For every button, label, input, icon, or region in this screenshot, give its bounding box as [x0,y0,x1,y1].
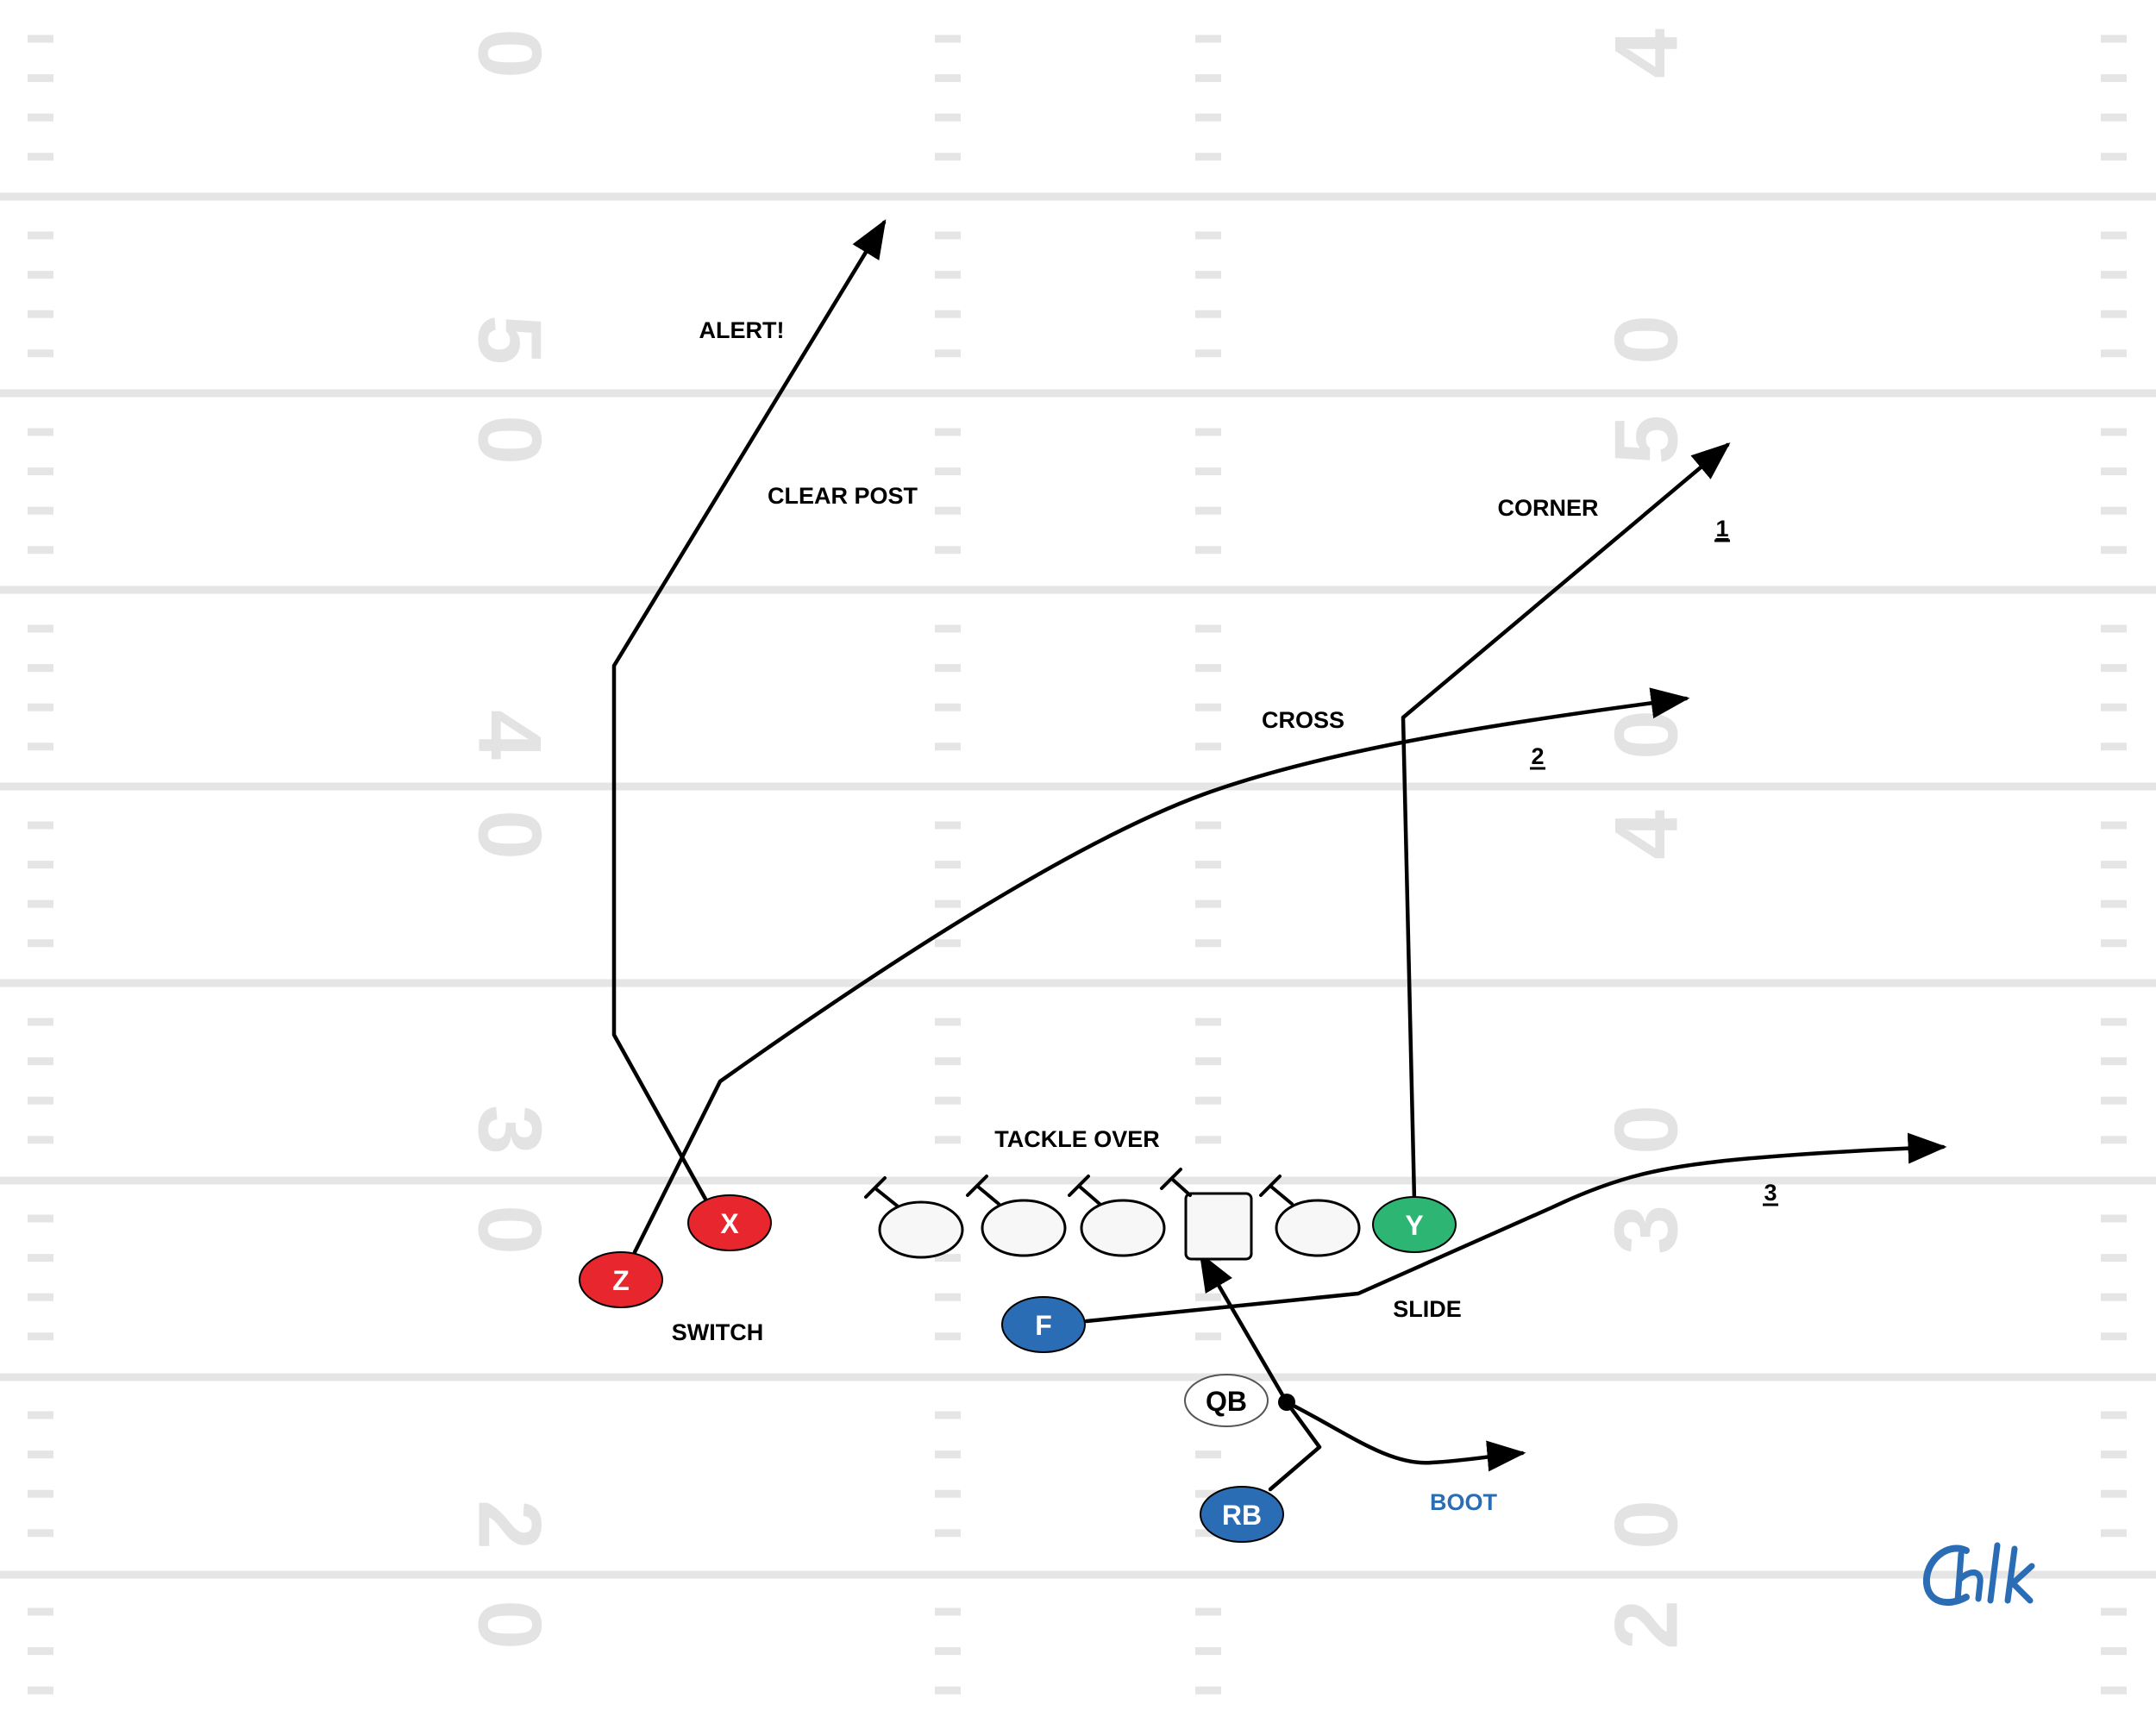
yard-number: 0 [1596,315,1696,365]
yard-number: 0 [1596,710,1696,760]
player-rb-marker [1200,1486,1284,1543]
yard-number: 0 [460,1600,560,1650]
progression-reads: 1 2 3 [1530,516,1778,1206]
player-y[interactable]: Y [1372,1196,1457,1253]
yard-lines [0,192,2156,1579]
player-qb-label: QB [1206,1386,1247,1417]
yard-number: 2 [460,1500,560,1550]
routes [611,219,1947,1492]
yard-number: 4 [1596,28,1696,78]
label-boot: BOOT [1430,1489,1498,1515]
label-tackle-over: TACKLE OVER [994,1126,1160,1152]
player-z[interactable]: Z [579,1251,663,1308]
player-z-marker [579,1251,663,1308]
player-y-label: Y [1405,1210,1423,1241]
player-rb[interactable]: RB [1200,1486,1284,1543]
player-rb-label: RB [1222,1500,1262,1531]
offensive-line [864,1168,1361,1261]
player-x[interactable]: X [687,1194,772,1251]
read-1: 1 [1715,516,1728,542]
yard-number: 0 [460,1205,560,1255]
route-f-slide [1084,1132,1947,1324]
player-qb-marker [1184,1374,1269,1427]
hash-marks [28,34,2127,1695]
lineman-left-tackle [878,1200,964,1259]
center-square [1184,1192,1253,1261]
yard-number: 0 [460,415,560,465]
read-2: 2 [1531,743,1544,769]
route-x-clear-post [611,219,887,1205]
lineman-left-tackle-over [1080,1199,1166,1257]
block-mark [1259,1175,1294,1206]
label-slide: SLIDE [1393,1296,1462,1322]
label-clear-post: CLEAR POST [768,483,918,509]
player-z-label: Z [612,1265,630,1296]
player-qb[interactable]: QB [1184,1374,1269,1427]
block-mark [864,1176,899,1207]
route-z-cross [632,687,1690,1255]
player-f-marker [1001,1296,1086,1353]
route-rb-fake [1199,1252,1322,1492]
label-alert: ALERT! [699,317,785,343]
lineman-right-guard [1275,1199,1361,1257]
yard-number: 3 [460,1105,560,1155]
player-f-label: F [1035,1310,1052,1341]
block-mark [1160,1168,1192,1197]
block-mark [1068,1175,1101,1206]
read-3: 3 [1764,1180,1777,1206]
label-cross: CROSS [1262,707,1344,733]
chalk-logo-icon [1922,1542,2035,1607]
player-x-marker [687,1194,772,1251]
yard-number: 5 [1596,415,1696,465]
player-x-label: X [720,1208,739,1239]
yard-number: 4 [460,710,560,760]
player-y-marker [1372,1196,1457,1253]
label-corner: CORNER [1497,495,1598,521]
yard-number: 0 [1596,1500,1696,1550]
lineman-left-guard [981,1199,1067,1257]
qb-mesh-point [1278,1394,1295,1411]
yard-number: 0 [1596,1105,1696,1155]
player-f[interactable]: F [1001,1296,1086,1353]
yard-number: 0 [460,810,560,860]
route-qb-boot [1284,1400,1526,1472]
yard-numbers-right: 4 0 5 0 4 0 3 0 2 [1596,28,1696,1650]
route-labels: ALERT! CLEAR POST CORNER CROSS TACKLE OV… [672,317,1599,1515]
yard-number: 5 [460,315,560,365]
block-mark [966,1175,1000,1206]
route-y-corner [1401,442,1731,1203]
yard-number: 3 [1596,1205,1696,1255]
yard-number: 4 [1596,810,1696,860]
label-switch: SWITCH [672,1319,763,1345]
yard-number: 0 [460,28,560,78]
yard-numbers-left: 0 5 0 4 0 3 0 2 0 [460,28,560,1650]
yard-number: 2 [1596,1600,1696,1650]
